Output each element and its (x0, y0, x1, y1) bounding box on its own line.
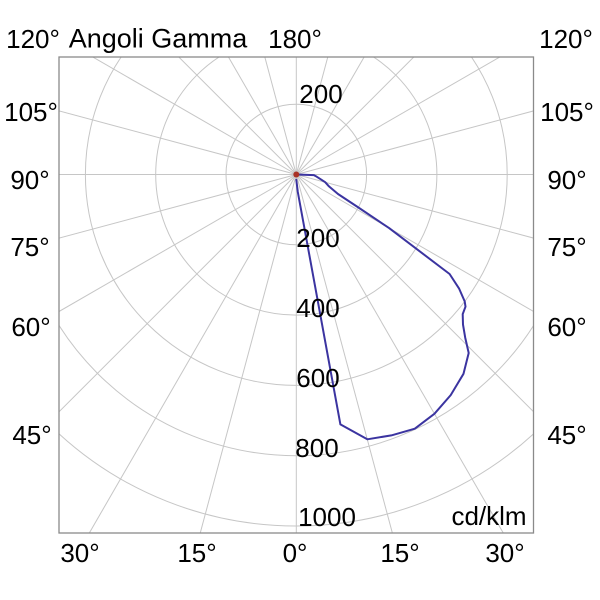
gamma-label-left-45: 45° (12, 420, 52, 450)
chart-title: Angoli Gamma (68, 23, 248, 54)
gamma-label-right-90: 90° (547, 165, 587, 195)
radial-tick-1000: 1000 (298, 502, 356, 532)
gamma-label-left-60: 60° (11, 312, 51, 342)
gamma-label-bottom-30L: 30° (60, 538, 100, 568)
gamma-label-top-right: 120° (539, 24, 593, 54)
gamma-label-right-60: 60° (547, 312, 587, 342)
gamma-label-top-center: 180° (268, 24, 322, 54)
radial-tick-400: 400 (296, 293, 340, 323)
radial-tick-200-top: 200 (299, 79, 343, 109)
gamma-label-left-75: 75° (10, 232, 50, 262)
gamma-label-right-45: 45° (547, 420, 587, 450)
gamma-label-left-105: 105° (4, 97, 58, 127)
radial-tick-800: 800 (295, 433, 339, 463)
gamma-label-top-left: 120° (6, 24, 60, 54)
radial-tick-600: 600 (296, 363, 340, 393)
unit-label: cd/klm (451, 501, 527, 531)
gamma-label-bottom-0: 0° (282, 538, 308, 568)
gamma-label-bottom-30R: 30° (485, 538, 525, 568)
gamma-label-right-105: 105° (540, 97, 594, 127)
gamma-label-right-75: 75° (547, 232, 587, 262)
gamma-label-left-90: 90° (10, 165, 50, 195)
radial-tick-200: 200 (296, 223, 340, 253)
gamma-label-bottom-15L: 15° (177, 538, 217, 568)
gamma-label-bottom-15R: 15° (380, 538, 420, 568)
